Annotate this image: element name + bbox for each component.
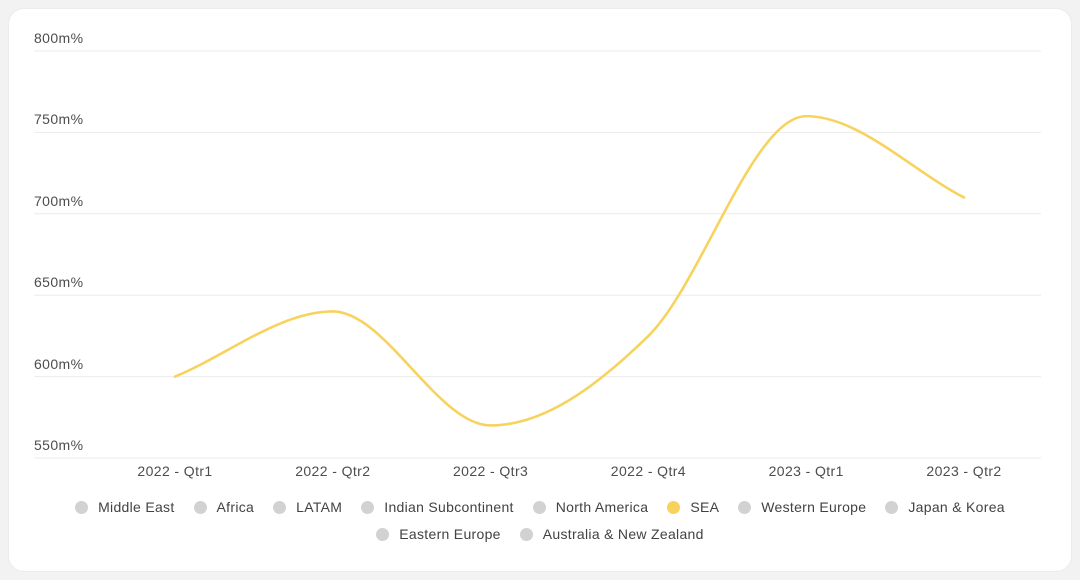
- legend-dot-icon: [738, 500, 752, 514]
- legend-item-eastern-europe[interactable]: Eastern Europe: [376, 526, 500, 542]
- legend-item-label: Australia & New Zealand: [542, 526, 704, 542]
- legend-row: Eastern Europe Australia & New Zealand: [376, 526, 703, 542]
- x-axis-tick-label: 2022 - Qtr3: [452, 463, 529, 479]
- legend-row: Middle East Africa LATAM Indian Subcontinen…: [75, 499, 1005, 515]
- y-axis-tick-label: 650m%: [34, 274, 84, 291]
- series-line-sea[interactable]: [173, 114, 966, 427]
- legend-item-label: Western Europe: [761, 499, 867, 515]
- y-axis-tick-label: 800m%: [34, 30, 84, 46]
- x-axis-tick-label: 2023 - Qtr2: [926, 463, 1002, 479]
- y-axis-tick-label: 700m%: [34, 192, 84, 209]
- legend-item-japan-korea[interactable]: Japan & Korea: [885, 499, 1005, 515]
- legend-item-middle-east[interactable]: Middle East: [75, 499, 174, 515]
- legend-item-indian-subcontinent[interactable]: Indian Subcontinent: [361, 499, 513, 515]
- x-axis-tick-label: 2022 - Qtr4: [610, 463, 686, 479]
- legend-dot-icon: [532, 500, 546, 514]
- legend-dot-icon: [273, 500, 287, 514]
- y-axis-tick-label: 550m%: [34, 437, 84, 453]
- legend-item-africa[interactable]: Africa: [193, 499, 255, 515]
- legend-item-label: Japan & Korea: [908, 499, 1005, 515]
- legend-item-sea[interactable]: SEA: [667, 499, 719, 515]
- legend-item-label: Eastern Europe: [399, 526, 501, 542]
- legend-item-latam[interactable]: LATAM: [273, 499, 342, 515]
- legend-item-label: North America: [555, 499, 649, 515]
- line-chart: 800m% 750m% 700m% 650m% 600m% 550m% 2022 - Qt…: [9, 9, 1071, 571]
- legend-item-australia-new-zealand[interactable]: Australia & New Zealand: [519, 526, 704, 542]
- y-axis-tick-label: 750m%: [34, 111, 84, 128]
- x-axis-tick-label: 2023 - Qtr1: [768, 463, 844, 479]
- chart-card: 800m% 750m% 700m% 650m% 600m% 550m% 2022 - Qt…: [8, 8, 1072, 572]
- legend-dot-icon: [361, 500, 375, 514]
- x-axis-tick-label: 2022 - Qtr1: [137, 463, 213, 479]
- legend-item-label: SEA: [690, 499, 720, 515]
- legend-item-north-america[interactable]: North America: [532, 499, 649, 515]
- legend-dot-icon: [885, 500, 899, 514]
- x-axis-tick-label: 2022 - Qtr2: [295, 463, 371, 479]
- legend-dot-icon: [193, 500, 207, 514]
- legend-dot-icon: [519, 527, 533, 541]
- legend-item-western-europe[interactable]: Western Europe: [738, 499, 866, 515]
- legend-item-label: Africa: [216, 499, 255, 515]
- chart-legend: Middle East Africa LATAM Indian Subcontinen…: [9, 499, 1071, 542]
- legend-item-label: LATAM: [296, 499, 343, 515]
- legend-item-label: Middle East: [98, 499, 175, 515]
- legend-item-label: Indian Subcontinent: [384, 499, 514, 515]
- legend-dot-icon: [667, 500, 681, 514]
- legend-dot-icon: [75, 500, 89, 514]
- line-chart-canvas[interactable]: [9, 9, 1071, 571]
- y-axis-tick-label: 600m%: [34, 355, 84, 372]
- legend-dot-icon: [376, 527, 390, 541]
